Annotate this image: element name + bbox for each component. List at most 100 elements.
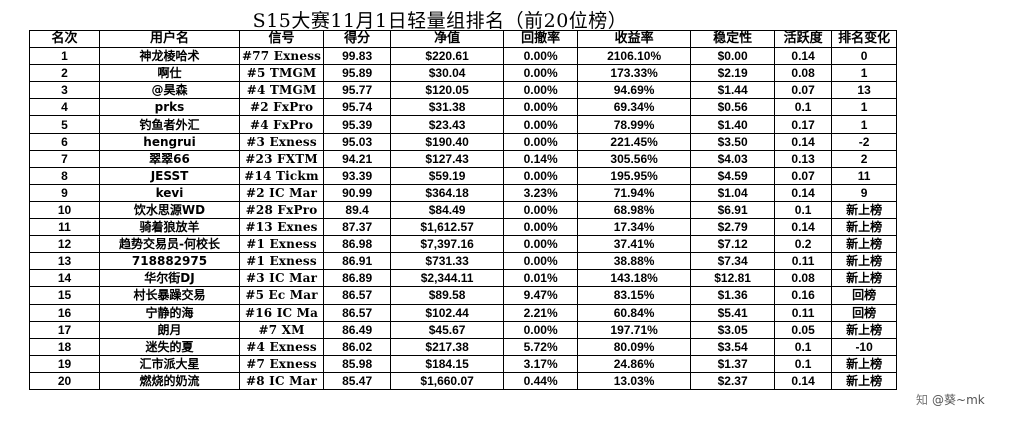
cell-stability: $7.34 — [690, 252, 776, 271]
cell-stability: $3.50 — [690, 132, 776, 151]
cell-score: 86.02 — [323, 337, 392, 356]
cell-equity: $89.58 — [390, 286, 505, 305]
page-title: S15大赛11月1日轻量组排名（前20位榜） — [252, 10, 628, 32]
table-row: 10 饮水思源WD #28 FxPro 89.4 $84.49 0.00% 68.98% $6… — [29, 200, 898, 220]
col-header-score: 得分 — [323, 29, 392, 49]
cell-rank: 16 — [29, 303, 100, 322]
cell-signal: #4 TMGM — [238, 81, 325, 100]
cell-drawdown: 0.00% — [503, 132, 579, 151]
cell-activity: 0.1 — [774, 337, 833, 356]
cell-equity: $84.49 — [390, 200, 505, 220]
cell-return: 17.34% — [577, 218, 692, 237]
cell-drawdown: 9.47% — [503, 286, 579, 305]
cell-signal: #4 FxPro — [238, 115, 325, 134]
cell-signal: #1 Exness — [238, 235, 325, 254]
cell-score: 87.37 — [323, 218, 392, 237]
cell-equity: $364.18 — [390, 183, 505, 202]
cell-score: 90.99 — [323, 183, 392, 202]
cell-user: prks — [99, 98, 240, 117]
cell-signal: #16 IC Ma — [238, 303, 325, 322]
cell-change: 1 — [831, 115, 898, 134]
cell-return: 78.99% — [577, 115, 692, 134]
table-row: 1 神龙棱哈术 #77 Exness 99.83 $220.61 0.00% 2106.10… — [29, 47, 898, 66]
cell-signal: #7 XM — [238, 320, 325, 339]
cell-drawdown: 0.44% — [503, 371, 579, 390]
cell-equity: $120.05 — [390, 81, 505, 100]
cell-rank: 20 — [29, 371, 100, 390]
cell-change: -2 — [831, 132, 898, 151]
cell-drawdown: 0.00% — [503, 81, 579, 100]
cell-signal: #1 Exness — [238, 252, 325, 271]
cell-rank: 4 — [29, 98, 100, 117]
table-row: 4 prks #2 FxPro 95.74 $31.38 0.00% 69.34% $0.56… — [29, 98, 898, 117]
cell-rank: 14 — [29, 269, 100, 288]
cell-change: 13 — [831, 81, 898, 100]
cell-score: 99.83 — [323, 47, 392, 66]
cell-score: 95.03 — [323, 132, 392, 151]
table-row: 11 骑着狼放羊 #13 Exnes 87.37 $1,612.57 0.00% 17.34… — [29, 218, 898, 237]
watermark-text: @葵~mk — [932, 393, 985, 407]
cell-return: 221.45% — [577, 132, 692, 151]
table-row: 18 迷失的夏 #4 Exness 86.02 $217.38 5.72% 80.09% $3… — [29, 337, 898, 356]
cell-equity: $1,612.57 — [390, 218, 505, 237]
cell-rank: 3 — [29, 81, 100, 100]
cell-activity: 0.17 — [774, 115, 833, 134]
cell-rank: 8 — [29, 166, 100, 185]
cell-activity: 0.16 — [774, 286, 833, 305]
cell-stability: $0.00 — [690, 47, 776, 66]
cell-equity: $2,344.11 — [390, 269, 505, 288]
cell-stability: $1.44 — [690, 81, 776, 100]
cell-stability: $1.36 — [690, 286, 776, 305]
cell-change: 新上榜 — [831, 269, 898, 288]
table-row: 9 kevi #2 IC Mar 90.99 $364.18 3.23% 71.94% $1.… — [29, 183, 898, 202]
cell-change: 1 — [831, 64, 898, 83]
cell-return: 24.86% — [577, 354, 692, 373]
cell-stability: $2.79 — [690, 218, 776, 237]
table-row: 19 汇市派大星 #7 Exness 85.98 $184.15 3.17% 24.86% $… — [29, 354, 898, 373]
cell-stability: $4.59 — [690, 166, 776, 185]
cell-user: 朗月 — [99, 320, 240, 339]
cell-user: 饮水思源WD — [99, 200, 240, 220]
cell-activity: 0.08 — [774, 64, 833, 83]
cell-stability: $5.41 — [690, 303, 776, 322]
cell-user: 骑着狼放羊 — [99, 218, 240, 237]
cell-user: hengrui — [99, 132, 240, 151]
cell-signal: #5 Ec Mar — [238, 286, 325, 305]
cell-activity: 0.14 — [774, 47, 833, 66]
cell-activity: 0.1 — [774, 200, 833, 220]
cell-user: 趋势交易员-何校长 — [99, 235, 240, 254]
cell-drawdown: 0.00% — [503, 235, 579, 254]
cell-stability: $1.04 — [690, 183, 776, 202]
cell-stability: $2.37 — [690, 371, 776, 390]
table-row: 7 翠翠66 #23 FXTM 94.21 $127.43 0.14% 305.56% $4.… — [29, 149, 898, 168]
cell-rank: 11 — [29, 218, 100, 237]
cell-return: 305.56% — [577, 149, 692, 168]
cell-activity: 0.1 — [774, 98, 833, 117]
cell-change: 2 — [831, 149, 898, 168]
cell-score: 95.77 — [323, 81, 392, 100]
cell-signal: #14 Tickm — [238, 166, 325, 185]
cell-score: 89.4 — [323, 200, 392, 220]
cell-drawdown: 2.21% — [503, 303, 579, 322]
cell-equity: $7,397.16 — [390, 235, 505, 254]
cell-user: 宁静的海 — [99, 303, 240, 322]
cell-signal: #28 FxPro — [238, 200, 325, 220]
cell-return: 68.98% — [577, 200, 692, 220]
cell-activity: 0.11 — [774, 252, 833, 271]
col-header-user: 用户名 — [99, 29, 240, 49]
cell-score: 85.98 — [323, 354, 392, 373]
cell-stability: $2.19 — [690, 64, 776, 83]
cell-score: 86.57 — [323, 286, 392, 305]
cell-rank: 6 — [29, 132, 100, 151]
cell-signal: #23 FXTM — [238, 149, 325, 168]
cell-stability: $3.05 — [690, 320, 776, 339]
cell-equity: $31.38 — [390, 98, 505, 117]
cell-score: 94.21 — [323, 149, 392, 168]
cell-return: 80.09% — [577, 337, 692, 356]
cell-user: 华尔街DJ — [99, 269, 240, 288]
col-header-activity: 活跃度 — [774, 29, 833, 49]
cell-activity: 0.05 — [774, 320, 833, 339]
cell-signal: #4 Exness — [238, 337, 325, 356]
cell-return: 195.95% — [577, 166, 692, 185]
cell-equity: $1,660.07 — [390, 371, 505, 390]
